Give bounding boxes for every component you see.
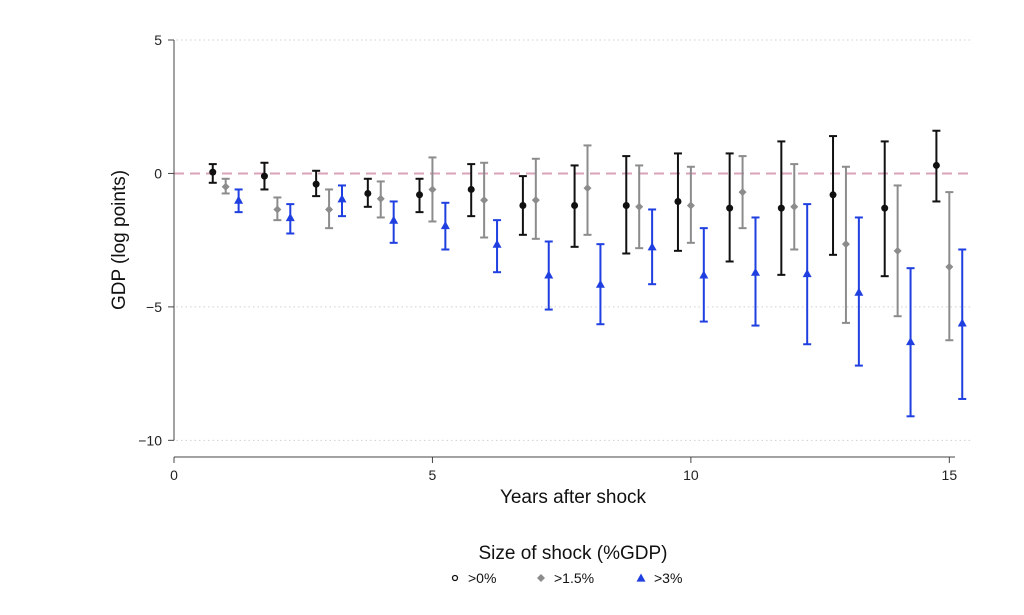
data-point	[364, 189, 372, 197]
data-point	[389, 215, 399, 224]
data-point	[738, 188, 747, 197]
data-point	[893, 246, 902, 255]
data-point	[686, 201, 695, 210]
data-point	[260, 172, 268, 180]
legend-marker-triangle	[636, 573, 646, 582]
data-point	[945, 262, 954, 271]
data-point	[674, 197, 682, 205]
data-point	[647, 242, 657, 251]
y-tick-label: −10	[138, 432, 162, 448]
y-tick-label: 5	[154, 32, 162, 48]
x-tick-label: 5	[429, 467, 437, 483]
y-tick-label: 0	[154, 165, 162, 181]
data-point	[416, 191, 424, 199]
data-point	[544, 270, 554, 279]
x-tick-label: 0	[170, 467, 178, 483]
data-point	[777, 204, 785, 212]
data-point	[595, 279, 605, 288]
data-point	[312, 180, 320, 188]
x-axis-title: Years after shock	[500, 487, 647, 508]
data-point	[726, 204, 734, 212]
legend: Size of shock (%GDP) >0% >1.5% >3%	[451, 543, 682, 586]
data-point	[881, 204, 889, 212]
data-point	[571, 201, 579, 209]
legend-marker-circle	[451, 574, 459, 582]
data-point	[467, 185, 475, 193]
data-point	[209, 168, 217, 176]
legend-marker-diamond	[537, 574, 545, 582]
legend-label: >3%	[654, 570, 682, 586]
data-point	[790, 202, 799, 211]
y-axis-title: GDP (log points)	[109, 170, 130, 310]
data-point	[906, 337, 916, 346]
y-tick-label: −5	[146, 299, 162, 315]
data-point	[841, 240, 850, 249]
data-point	[699, 270, 709, 279]
data-point	[750, 267, 760, 276]
data-point	[802, 269, 812, 278]
x-tick-label: 10	[683, 467, 699, 483]
data-point	[221, 182, 230, 191]
x-tick-label: 15	[942, 467, 958, 483]
data-point	[531, 196, 540, 205]
data-point	[492, 239, 502, 248]
legend-label: >0%	[468, 570, 496, 586]
data-point	[440, 220, 450, 230]
data-point	[829, 191, 837, 199]
data-point	[234, 195, 244, 204]
legend-label: >1.5%	[554, 570, 594, 586]
data-point	[519, 201, 527, 209]
data-point	[583, 184, 592, 193]
data-point	[957, 318, 967, 327]
plot-area: 5 0 −5 −10 0 5 10 15	[138, 32, 970, 483]
data-point	[428, 185, 437, 194]
data-point	[285, 212, 295, 222]
data-point	[622, 201, 630, 209]
data-point	[337, 194, 347, 203]
data-point	[932, 161, 940, 169]
data-point	[376, 194, 385, 203]
data-point	[273, 205, 282, 214]
data-point	[635, 202, 644, 211]
legend-title: Size of shock (%GDP)	[479, 543, 668, 564]
data-point	[325, 205, 334, 214]
data-point	[480, 196, 489, 205]
data-point	[854, 287, 864, 296]
